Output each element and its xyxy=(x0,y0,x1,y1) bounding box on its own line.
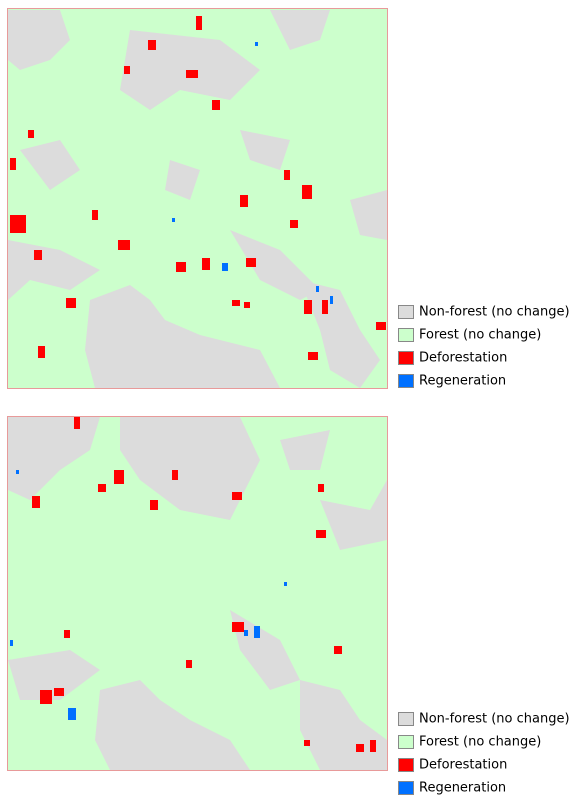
legend-label: Forest (no change) xyxy=(419,328,541,343)
legend-label: Regeneration xyxy=(419,374,506,389)
legend-swatch xyxy=(399,782,414,795)
legend-label: Forest (no change) xyxy=(419,735,541,750)
figure: Non-forest (no change) Forest (no change)… xyxy=(0,0,575,796)
page: Non-forest (no change) Forest (no change)… xyxy=(0,0,575,796)
map-top xyxy=(8,9,388,389)
legend-swatch xyxy=(399,759,414,772)
legend: Non-forest (no change) Forest (no change)… xyxy=(399,712,570,796)
legend-label: Non-forest (no change) xyxy=(419,712,570,727)
legend-swatch xyxy=(399,329,414,342)
legend-swatch xyxy=(399,306,414,319)
legend-label: Non-forest (no change) xyxy=(419,305,570,320)
legend-swatch xyxy=(399,375,414,388)
legend-swatch xyxy=(399,736,414,749)
legend-swatch xyxy=(399,352,414,365)
legend: Non-forest (no change) Forest (no change)… xyxy=(399,305,570,389)
legend-label: Deforestation xyxy=(419,758,507,773)
legend-swatch xyxy=(399,713,414,726)
map-bottom xyxy=(8,417,388,771)
legend-label: Deforestation xyxy=(419,351,507,366)
legend-label: Regeneration xyxy=(419,781,506,796)
